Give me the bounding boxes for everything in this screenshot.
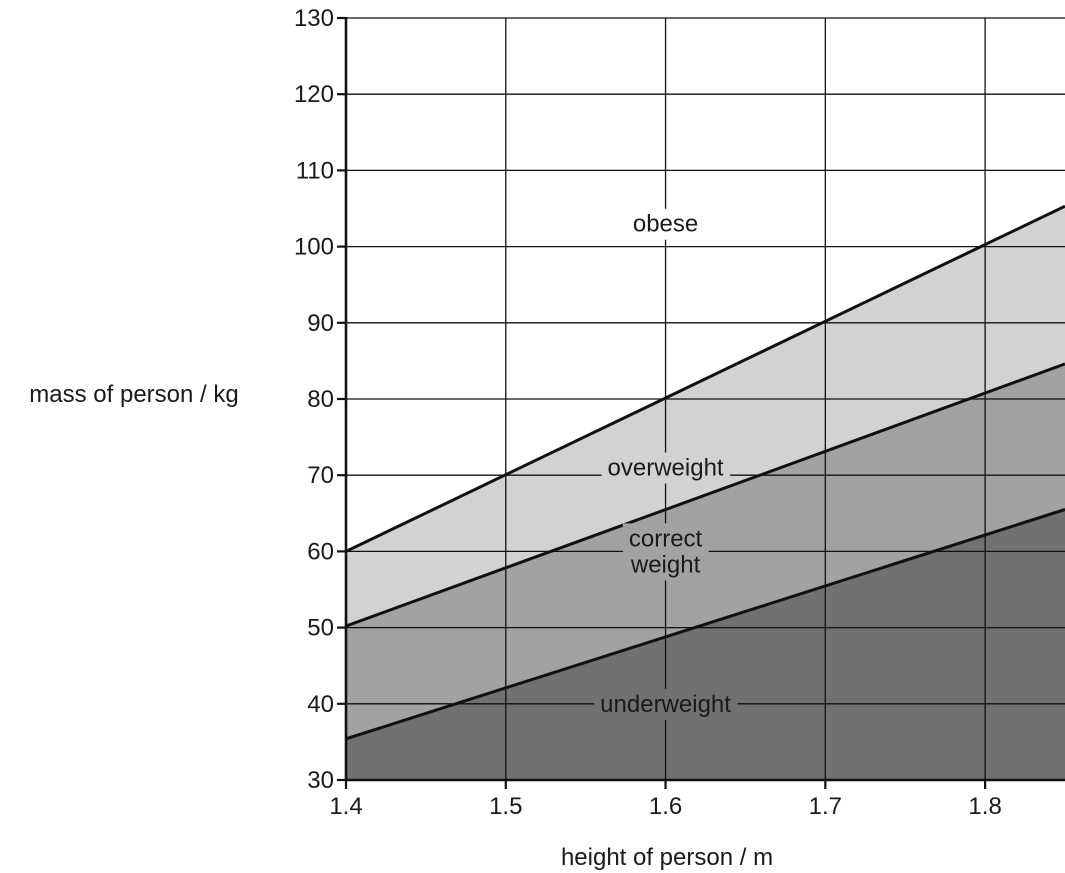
category-boundaries <box>345 204 1065 741</box>
axes <box>337 16 1065 789</box>
x-tick-label-1.7: 1.7 <box>809 793 842 820</box>
y-tick-label-120: 120 <box>294 81 334 108</box>
boundary-line-2 <box>345 362 1065 628</box>
x-tick-label-1.6: 1.6 <box>649 793 682 820</box>
region-label-line-1: correct <box>629 525 703 552</box>
region-underweight <box>346 509 1065 780</box>
y-tick-label-50: 50 <box>307 615 334 642</box>
region-label-background <box>594 688 738 720</box>
region-label-background <box>626 208 705 240</box>
y-tick-label-40: 40 <box>307 691 334 718</box>
y-tick-label-30: 30 <box>307 767 334 794</box>
region-label-background <box>601 452 730 484</box>
boundary-line-3 <box>345 508 1065 741</box>
x-tick-label-1.8: 1.8 <box>968 793 1001 820</box>
y-axis-label: mass of person / kg <box>29 381 238 408</box>
y-tick-label-60: 60 <box>307 538 334 565</box>
x-axis-label: height of person / m <box>561 844 773 871</box>
region-label-background <box>622 523 709 581</box>
tick-labels: 30 40 50 60 70 80 90 100 110 120 130 1.4 1.5 1.6 1.7 1.… <box>294 5 1002 820</box>
region-obese <box>346 18 1065 552</box>
x-tick-label-1.5: 1.5 <box>489 793 522 820</box>
region-label-line-1: underweight <box>600 691 731 718</box>
y-tick-label-130: 130 <box>294 5 334 32</box>
y-tick-label-70: 70 <box>307 462 334 489</box>
y-tick-label-110: 110 <box>296 157 334 184</box>
boundary-line-1 <box>345 204 1065 553</box>
region-overweight <box>346 206 1065 627</box>
region-label-underweight: underweight <box>594 688 738 720</box>
y-tick-label-80: 80 <box>307 386 334 413</box>
region-label-line-1: obese <box>633 211 698 238</box>
region-label-overweight: overweight <box>601 452 730 484</box>
x-tick-label-1.4: 1.4 <box>329 793 362 820</box>
region-label-obese: obese <box>626 208 705 240</box>
y-tick-label-90: 90 <box>307 310 334 337</box>
region-label-line-2: weight <box>630 551 701 578</box>
y-tick-label-100: 100 <box>294 234 334 261</box>
region-label-line-1: overweight <box>608 455 724 482</box>
